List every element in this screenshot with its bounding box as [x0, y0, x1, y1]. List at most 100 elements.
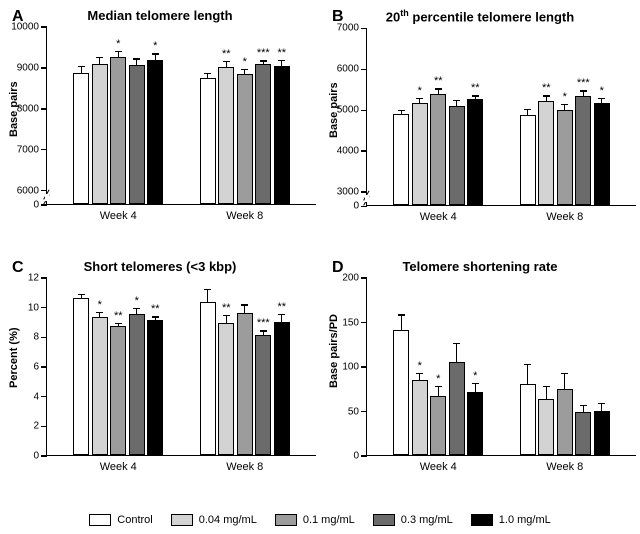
significance-marker: *: [116, 40, 120, 51]
bar-rect: [92, 317, 108, 455]
x-group-label: Week 8: [226, 461, 263, 473]
error-bar: [456, 100, 457, 106]
bar: **: [274, 49, 290, 204]
bar-groups: ******Week 4*******Week 8: [47, 278, 316, 455]
bar: [92, 46, 108, 204]
significance-marker: ***: [577, 79, 590, 90]
bar-rect: [147, 320, 163, 455]
error-bar: [546, 95, 547, 101]
y-tick-label: 6: [33, 362, 39, 373]
bar: **: [274, 303, 290, 455]
bar: *: [129, 297, 145, 455]
bar: [538, 375, 554, 455]
bar-rect: [467, 99, 483, 205]
legend-swatch: [89, 514, 111, 526]
bar: *: [237, 58, 253, 204]
significance-marker: *: [418, 87, 422, 98]
legend-label: 0.04 mg/mL: [199, 514, 257, 526]
y-axis-label: Percent (%): [8, 327, 20, 388]
bar-rect: [200, 302, 216, 455]
legend-swatch: [275, 514, 297, 526]
error-bar: [564, 104, 565, 110]
panel-title: Short telomeres (<3 kbp): [4, 257, 316, 274]
y-tick-label: 4000: [337, 146, 359, 157]
error-bar: [419, 98, 420, 103]
y-tick-label: 3000: [337, 187, 359, 198]
bar-group: **Week 4: [73, 40, 163, 204]
error-bar: [527, 364, 528, 384]
y-tick-label: 5000: [337, 105, 359, 116]
bar: [129, 47, 145, 204]
bar-groups: *****Week 4*******Week 8: [367, 28, 636, 205]
legend-swatch: [373, 514, 395, 526]
significance-marker: **: [277, 303, 286, 314]
x-group-label: Week 4: [100, 210, 137, 222]
y-tick-label: 4: [33, 391, 39, 402]
error-bar: [263, 60, 264, 64]
bar-rect: [467, 392, 483, 455]
legend-item: 0.3 mg/mL: [373, 514, 453, 526]
panel-title: Telomere shortening rate: [324, 257, 636, 274]
error-bar: [244, 69, 245, 75]
y-tick-label: 10000: [11, 22, 39, 33]
significance-marker: **: [222, 50, 231, 61]
x-group-label: Week 8: [546, 461, 583, 473]
bar-rect: [557, 389, 573, 455]
error-bar: [583, 90, 584, 95]
y-tick-label: 150: [342, 317, 359, 328]
panel-b: B20th percentile telomere lengthBase pai…: [324, 6, 636, 253]
bar-rect: [218, 67, 234, 204]
bar-rect: [520, 384, 536, 455]
error-bar: [564, 373, 565, 389]
panel-c: CShort telomeres (<3 kbp)Percent (%)0246…: [4, 257, 316, 504]
bar-group: ********Week 8: [200, 49, 290, 204]
bar: *: [557, 93, 573, 205]
bar: [73, 283, 89, 455]
error-bar: [546, 386, 547, 399]
error-bar: [601, 98, 602, 104]
y-tick: [41, 455, 47, 456]
x-group-label: Week 8: [546, 211, 583, 223]
bar-rect: [449, 362, 465, 455]
chart-area: 030004000500060007000*****Week 4*******W…: [366, 28, 636, 206]
significance-marker: **: [277, 49, 286, 60]
legend-item: 0.1 mg/mL: [275, 514, 355, 526]
y-tick-label: 6000: [17, 185, 39, 196]
legend-label: 0.1 mg/mL: [303, 514, 355, 526]
significance-marker: **: [471, 84, 480, 95]
bar-rect: [393, 114, 409, 205]
y-tick-label: 7000: [337, 23, 359, 34]
chart-area: 050100150200***Week 4Week 8: [366, 278, 636, 456]
bar-rect: [110, 326, 126, 455]
legend-item: Control: [89, 514, 152, 526]
bar-rect: [575, 96, 591, 206]
bar-rect: [538, 399, 554, 455]
x-group-label: Week 4: [420, 461, 457, 473]
bar-groups: ***Week 4Week 8: [367, 278, 636, 455]
y-tick-label: 200: [342, 273, 359, 284]
y-tick-label: 8000: [17, 103, 39, 114]
error-bar: [475, 383, 476, 392]
panel-a: AMedian telomere lengthBase pairs0600070…: [4, 6, 316, 253]
error-bar: [475, 95, 476, 99]
error-bar: [81, 294, 82, 298]
significance-marker: **: [222, 304, 231, 315]
bar-rect: [594, 411, 610, 456]
x-group-label: Week 4: [100, 461, 137, 473]
bar: *: [430, 375, 446, 455]
error-bar: [601, 403, 602, 411]
error-bar: [401, 110, 402, 114]
y-tick-label: 9000: [17, 62, 39, 73]
error-bar: [281, 314, 282, 321]
significance-marker: **: [542, 84, 551, 95]
significance-marker: *: [243, 58, 247, 69]
error-bar: [155, 53, 156, 59]
error-bar: [118, 51, 119, 57]
bar-rect: [557, 110, 573, 205]
error-bar: [226, 61, 227, 67]
significance-marker: *: [563, 93, 567, 104]
bar: [237, 293, 253, 455]
bar: *: [412, 87, 428, 206]
y-tick-label: 0: [33, 451, 39, 462]
legend-swatch: [171, 514, 193, 526]
